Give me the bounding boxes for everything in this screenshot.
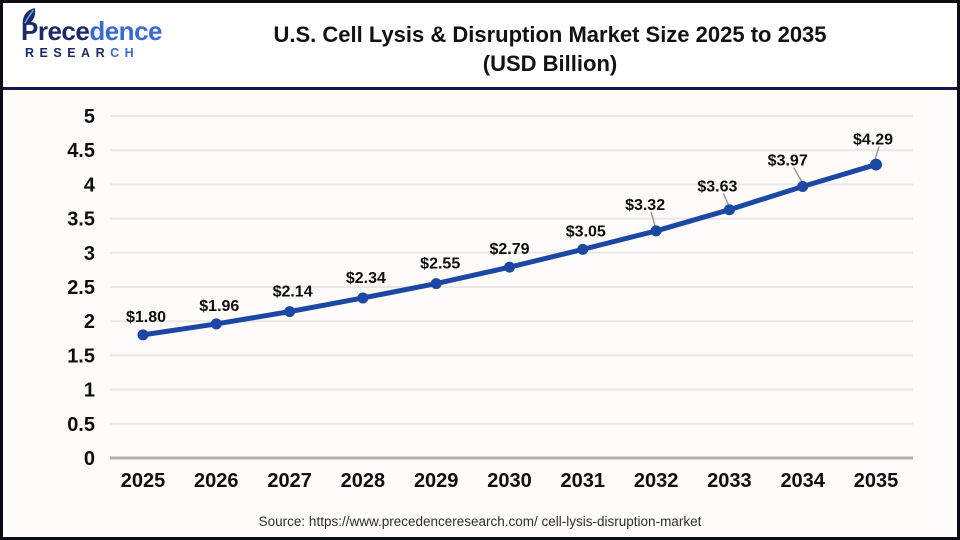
logo-subtitle-part1: RESEAR — [25, 46, 111, 60]
y-tick-label: 2.5 — [67, 277, 95, 299]
x-tick-label: 2031 — [561, 470, 606, 492]
header-divider — [3, 87, 957, 90]
data-point — [284, 306, 296, 318]
x-tick-label: 2033 — [707, 470, 752, 492]
leaf-icon — [22, 8, 36, 26]
data-point — [430, 278, 442, 290]
data-point-label: $1.80 — [126, 309, 166, 326]
x-tick-label: 2032 — [634, 470, 679, 492]
logo-text-part2: dence — [89, 16, 162, 46]
x-tick-label: 2028 — [341, 470, 386, 492]
label-leader-line — [650, 211, 656, 227]
y-tick-label: 1.5 — [67, 345, 95, 367]
data-point-label: $1.96 — [199, 298, 239, 315]
x-tick-label: 2029 — [414, 470, 459, 492]
x-tick-label: 2027 — [267, 470, 312, 492]
data-point — [210, 318, 222, 330]
label-leader-line — [722, 193, 730, 206]
data-point-label: $2.14 — [273, 284, 313, 301]
label-leader-line — [793, 167, 803, 182]
data-point — [357, 292, 369, 304]
chart-title-line1: U.S. Cell Lysis & Disruption Market Size… — [273, 22, 827, 47]
data-point-label: $4.29 — [853, 132, 893, 149]
data-point-label: $3.63 — [697, 179, 737, 196]
logo-wordmark: Precedence — [21, 8, 181, 46]
data-point-label: $2.55 — [420, 256, 460, 273]
data-point — [137, 329, 149, 341]
x-tick-label: 2026 — [194, 470, 239, 492]
data-point-label: $2.34 — [346, 270, 386, 287]
data-point-label: $3.32 — [625, 197, 665, 214]
logo-subtitle: RESEARCH — [25, 46, 181, 60]
header: Precedence RESEARCH U.S. Cell Lysis & Di… — [3, 3, 957, 87]
logo-text-part1: Prece — [21, 16, 90, 46]
y-tick-label: 1 — [84, 380, 95, 402]
y-tick-label: 3.5 — [67, 209, 95, 231]
x-tick-label: 2035 — [854, 470, 899, 492]
logo-subtitle-part2: CH — [110, 46, 140, 60]
y-tick-label: 4.5 — [67, 140, 95, 162]
data-point-label: $2.79 — [489, 241, 529, 258]
x-tick-label: 2025 — [121, 470, 166, 492]
x-tick-label: 2034 — [780, 470, 825, 492]
label-leader-line — [874, 146, 880, 160]
line-chart: 0 0.5 1 1.5 2 2.5 3 3.5 4 4.5 5 2025 2026 2027 2028 202… — [67, 106, 913, 492]
chart-title: U.S. Cell Lysis & Disruption Market Size… — [163, 20, 937, 78]
precedence-research-logo: Precedence RESEARCH — [21, 8, 181, 60]
y-tick-label: 4 — [84, 174, 96, 196]
data-point — [797, 180, 809, 192]
x-tick-label: 2030 — [487, 470, 532, 492]
data-point — [504, 261, 515, 273]
y-tick-label: 3 — [84, 243, 95, 265]
y-tick-label: 5 — [84, 106, 95, 128]
data-point — [870, 158, 882, 171]
data-point — [723, 204, 735, 216]
chart-title-line2: (USD Billion) — [482, 51, 618, 76]
data-point — [577, 243, 589, 255]
y-tick-label: 2 — [84, 311, 95, 333]
data-point-label: $3.97 — [768, 152, 808, 169]
data-point-label: $3.05 — [566, 223, 606, 240]
data-point — [650, 225, 662, 237]
y-tick-label: 0 — [84, 448, 95, 470]
y-tick-label: 0.5 — [67, 414, 95, 436]
source-text: Source: https://www.precedenceresearch.c… — [258, 514, 702, 529]
